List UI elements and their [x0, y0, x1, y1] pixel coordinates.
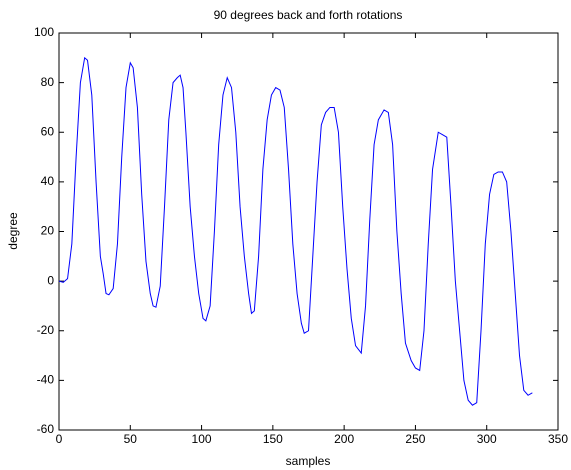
y-tick-label: -60 [37, 422, 55, 436]
x-tick-label: 200 [334, 432, 354, 446]
y-tick-label: 60 [41, 124, 55, 138]
y-tick-label: 40 [41, 174, 55, 188]
x-tick-label: 300 [477, 432, 497, 446]
chart-title: 90 degrees back and forth rotations [214, 8, 403, 22]
y-tick-label: -20 [37, 323, 55, 337]
x-tick-label: 150 [263, 432, 283, 446]
x-axis-label: samples [286, 454, 331, 468]
y-tick-label: 0 [47, 273, 54, 287]
x-tick-label: 100 [192, 432, 212, 446]
y-tick-label: 20 [41, 224, 55, 238]
plot-area [58, 32, 559, 431]
y-tick-label: 100 [34, 25, 54, 39]
data-line [58, 56, 533, 406]
x-tick-label: 350 [548, 432, 568, 446]
x-tick-label: 250 [405, 432, 425, 446]
x-tick-label: 0 [56, 432, 63, 446]
y-tick-label: 80 [41, 75, 55, 89]
y-axis-label: degree [6, 212, 20, 250]
y-tick-label: -40 [37, 373, 55, 387]
x-tick-label: 50 [124, 432, 138, 446]
